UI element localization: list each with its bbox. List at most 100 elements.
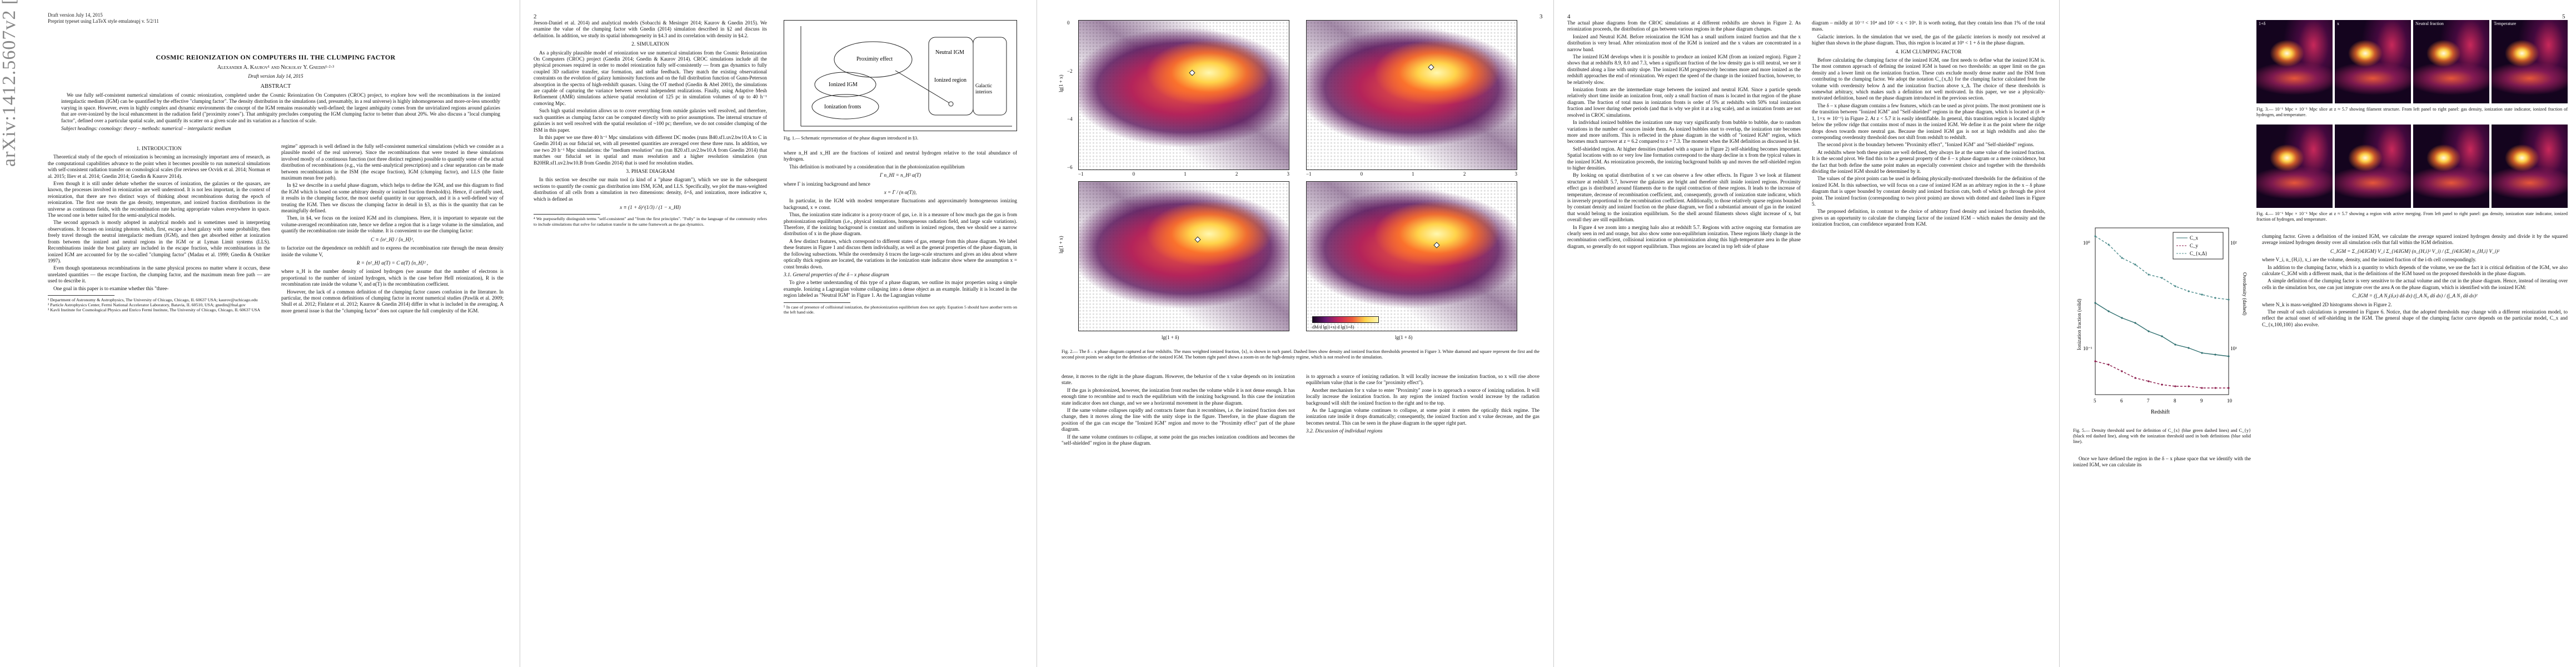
page4-left-column: The actual phase diagrams from the CROC … [1567, 20, 1801, 249]
pivot-diamond [1189, 69, 1195, 76]
pivot-diamond [1433, 242, 1440, 248]
fig5-yl-tick-1: 10⁰ [2083, 240, 2090, 246]
page2-left-column: Jeeson-Daniel et al. 2014) and analytica… [534, 20, 767, 227]
subsection-3-1: 3.1. General properties of the δ – x pha… [784, 272, 889, 278]
figure-2-grid: dM/d lg(1+x) d lg(1+δ) lg(1 + x) lg(1 + … [1058, 20, 1539, 342]
fig2-x-ticks-right: −1 0 1 2 3 [1306, 171, 1517, 177]
fig4-density-panel [2256, 125, 2333, 208]
figure-1-caption: Fig. 1.— Schematic representation of the… [784, 136, 919, 141]
fig5-point-1-3 [2134, 377, 2136, 379]
abstract-heading: ABSTRACT [260, 83, 291, 89]
fig5-point-1-9 [2214, 387, 2216, 389]
fig5-x-axis-label: Redshift [2151, 409, 2170, 415]
fig5-legend-cxd: C_{x,Δ} [2190, 251, 2208, 256]
ionization-fronts-region [811, 94, 879, 120]
pivot-diamond [1194, 236, 1201, 243]
fig5-point-2-7 [2188, 290, 2190, 292]
fig3-density-panel: 1+δ [2256, 20, 2333, 103]
fig2-y-ticks: 0 −2 −4 −6 [1067, 20, 1073, 170]
fig5-point-2-6 [2174, 285, 2176, 287]
figure-1-schematic: Proximity effect Ionized IGM Ionization … [784, 20, 1017, 131]
fig5-point-1-4 [2148, 380, 2150, 382]
fig5-y-left-label: Ionization fraction (solid) [2076, 299, 2082, 350]
figure-3-row: 1+δ x Neutral fraction Temperature [2256, 20, 2568, 103]
fig5-x-tick-3: 8 [2174, 398, 2176, 404]
fig5-legend-cx: C_x [2190, 235, 2199, 241]
footnote-separator [48, 295, 114, 296]
equation-4: Γ n_HI = n_H² α(T) [879, 172, 921, 178]
fig1-label-neutral-igm: Neutral IGM [935, 49, 964, 56]
page-1: Draft version July 14, 2015 Preprint typ… [28, 0, 517, 667]
fig5-point-2-3 [2134, 263, 2136, 266]
fig5-point-1-10 [2228, 387, 2230, 389]
page-number: 3 [1539, 13, 1543, 20]
fig4-temperature-panel [2492, 125, 2568, 208]
fig4-x-panel [2335, 125, 2411, 208]
fig5-point-1-0 [2094, 360, 2096, 362]
fig5-point-0-9 [2214, 354, 2216, 356]
galactic-interiors-box [973, 37, 1007, 116]
page2-right-column: where n_H and x_HI are the fractions of … [784, 150, 1017, 315]
fig5-x-tick-1: 6 [2120, 398, 2123, 404]
fig5-point-0-2 [2121, 317, 2123, 319]
fig5-point-2-5 [2161, 277, 2163, 279]
section-4-heading: 4. IGM CLUMPING FACTOR [1895, 49, 1962, 55]
fig5-point-2-4 [2148, 273, 2150, 276]
fig5-point-2-1 [2107, 243, 2110, 246]
pivot-diamond [1428, 64, 1434, 71]
figure-3-caption: Fig. 3.— 10⁻¹ Mpc × 10⁻¹ Mpc slice at z … [2256, 107, 2568, 117]
equation-7: C_IGM = (∫_A N₂(δ,x) dδ dx) (∫_A N₀ dδ d… [2352, 293, 2478, 299]
figure-2-caption: Fig. 2.— The δ – x phase diagram capture… [1062, 349, 1539, 360]
fig5-point-0-10 [2228, 355, 2230, 357]
phase-diagram-heading: 3. PHASE DIAGRAM [626, 168, 675, 175]
fig5-point-1-7 [2188, 385, 2190, 387]
fig3-temperature-panel: Temperature [2492, 20, 2568, 103]
page-3: 3 dM/d lg(1+x) d lg(1+δ) lg(1 + x) lg(1 … [1039, 0, 1551, 667]
page-divider [2059, 0, 2060, 667]
fig5-point-1-5 [2161, 384, 2163, 386]
fig5-yr-tick-0: 10¹ [2230, 346, 2237, 351]
page1-right-column: regime" approach is well defined in the … [281, 143, 504, 313]
fig2-x-axis-label-2: lg(1 + δ) [1395, 335, 1413, 340]
fig5-x-tick-5: 10 [2227, 398, 2233, 404]
page5-left-bottom: Once we have defined the region in the δ… [2073, 456, 2251, 468]
fig5-point-2-8 [2201, 293, 2203, 296]
fig3-x-panel: x [2335, 20, 2411, 103]
paper-title: COSMIC REIONIZATION ON COMPUTERS III. TH… [156, 53, 396, 61]
page3-right-column: is to approach a source of ionizing radi… [1306, 374, 1539, 435]
draft-line: Draft version July 14, 2015 [248, 73, 303, 79]
figure-5-caption: Fig. 5.— Density threshold used for defi… [2073, 428, 2251, 444]
subsection-3-2: 3.2. Discussion of individual regions [1306, 429, 1383, 435]
fig5-series-line-0 [2095, 302, 2229, 357]
arxiv-stamp: arXiv:1412.5607v2 [astro-ph.CO] 13 Jul 2… [0, 0, 20, 167]
phase-panel-1 [1078, 20, 1289, 170]
subject-headings: Subject headings: cosmology: theory – me… [61, 126, 231, 132]
affiliation-footnotes: ¹ Department of Astronomy & Astrophysics… [48, 297, 261, 313]
figure-4-row [2256, 125, 2568, 208]
intro-heading: 1. INTRODUCTION [136, 146, 182, 152]
footnote-4: ⁴ We purposefully distinguish terms "sel… [534, 216, 767, 227]
fig5-point-0-4 [2148, 330, 2150, 332]
equation-2: R = ⟨n²_H⟩ α(T) = C α(T) ⟨n_H⟩² , [356, 260, 428, 266]
fig1-label-ionized-region: Ionized region [934, 77, 966, 83]
fig5-point-2-10 [2228, 298, 2230, 301]
fig1-label-galactic: Galactic [975, 83, 992, 88]
abstract-text: We use fully self-consistent numerical s… [61, 92, 500, 132]
fig5-point-0-1 [2107, 310, 2110, 312]
fig2-x-ticks: −1 0 1 2 3 [1078, 171, 1289, 177]
paper-authors: Alexander A. Kaurov¹ and Nickolay Y. Gne… [217, 64, 335, 71]
fig1-label-ionization-fronts: Ionization fronts [824, 104, 861, 110]
fig5-point-1-8 [2201, 387, 2203, 389]
fig5-point-1-6 [2174, 385, 2176, 387]
fig1-label-proximity: Proximity effect [856, 56, 893, 62]
fig5-x-tick-4: 9 [2200, 398, 2203, 404]
ionized-igm-region [814, 72, 876, 97]
fig5-point-2-9 [2214, 297, 2216, 299]
fig5-plot-frame [2095, 227, 2229, 395]
figure-1-svg: Proximity effect Ionized IGM Ionization … [800, 26, 1012, 127]
fig5-point-1-2 [2121, 370, 2123, 372]
fig5-point-0-0 [2094, 302, 2096, 304]
fig5-y-right-label: Overdensity (dashed) [2242, 272, 2248, 315]
fig2-y-axis-label-2: lg(1 + x) [1058, 236, 1064, 253]
figure-5-svg: C_x C_y C_{x,Δ} Redshift Ionization frac… [2076, 227, 2248, 415]
